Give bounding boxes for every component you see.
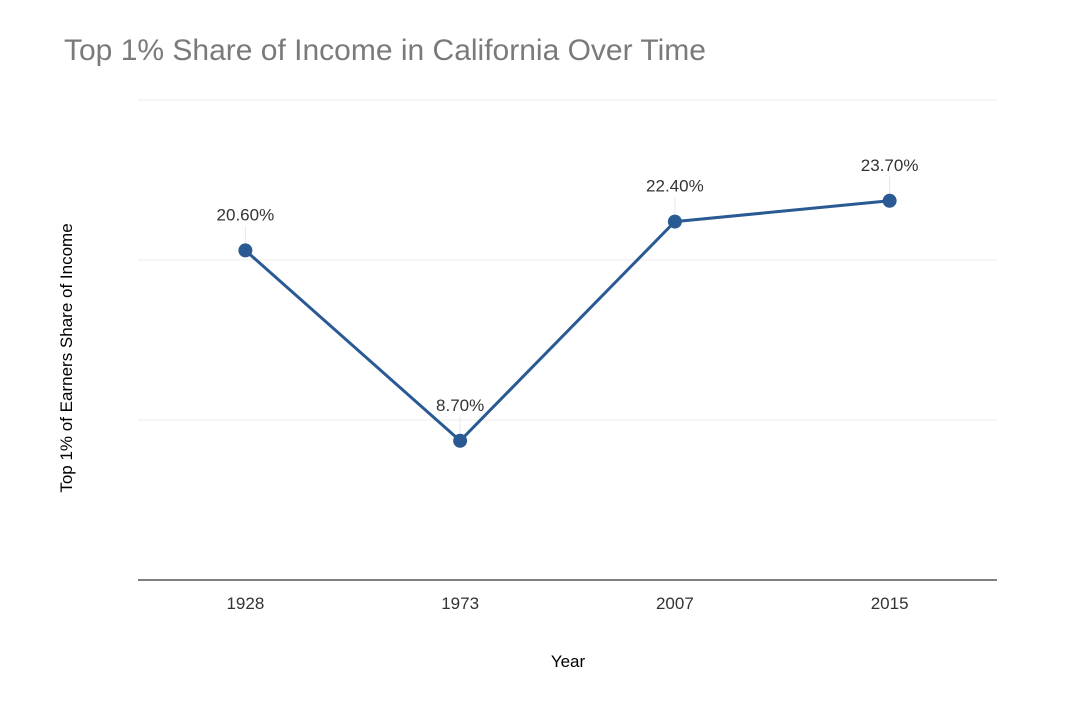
gridlines (138, 99, 997, 421)
data-label: 22.40% (646, 177, 704, 196)
data-points (238, 193, 897, 448)
x-tick-label: 2015 (871, 594, 909, 613)
data-label: 8.70% (436, 396, 484, 415)
data-label: 20.60% (217, 205, 275, 224)
data-point (453, 433, 468, 448)
data-point (667, 214, 682, 229)
x-tick-labels: 1928 1973 2007 2015 (226, 594, 908, 613)
x-tick-label: 1928 (226, 594, 264, 613)
y-axis-title: Top 1% of Earners Share of Income (57, 223, 76, 492)
x-axis-title: Year (551, 652, 586, 671)
x-tick-label: 1973 (441, 594, 479, 613)
label-connectors (244, 176, 891, 435)
chart-title: Top 1% Share of Income in California Ove… (64, 34, 706, 67)
data-labels: 20.60% 8.70% 22.40% 23.70% (217, 156, 919, 415)
data-point (238, 243, 253, 258)
data-label: 23.70% (861, 156, 919, 175)
x-tick-label: 2007 (656, 594, 694, 613)
series-line (243, 199, 892, 443)
data-point (882, 193, 897, 208)
